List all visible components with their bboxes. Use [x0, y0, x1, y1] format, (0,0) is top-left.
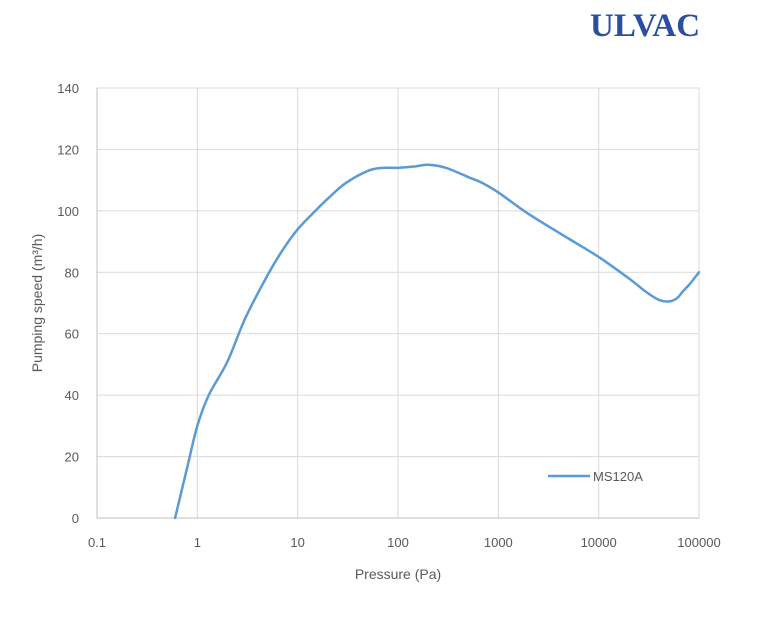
ulvac-logo: ULVAC [590, 8, 701, 44]
x-tick-label: 1 [194, 535, 201, 550]
x-tick-label: 1000 [484, 535, 513, 550]
y-tick-label: 60 [65, 327, 79, 342]
y-tick-label: 20 [65, 450, 79, 465]
x-axis-label: Pressure (Pa) [355, 566, 441, 582]
x-tick-label: 100000 [677, 535, 720, 550]
y-tick-label: 100 [57, 204, 79, 219]
y-tick-label: 80 [65, 265, 79, 280]
y-tick-label: 120 [57, 142, 79, 157]
y-tick-label: 0 [72, 511, 79, 526]
grid [97, 87, 700, 518]
y-tick-labels: 0 20 40 60 80 100 120 140 [57, 81, 79, 526]
x-tick-label: 10 [290, 535, 304, 550]
series-lines [173, 163, 701, 520]
x-tick-labels: 0.1 1 10 100 1000 10000 100000 [88, 535, 721, 550]
y-tick-label: 140 [57, 81, 79, 96]
x-tick-label: 100 [387, 535, 409, 550]
y-axis-label: Pumping speed (m³/h) [29, 234, 45, 373]
legend-label: MS120A [593, 469, 643, 484]
legend: MS120A [548, 469, 643, 484]
x-tick-label: 0.1 [88, 535, 106, 550]
x-tick-label: 10000 [581, 535, 617, 550]
axes [96, 88, 699, 519]
series-line-ms120a [173, 163, 701, 520]
y-tick-label: 40 [65, 388, 79, 403]
